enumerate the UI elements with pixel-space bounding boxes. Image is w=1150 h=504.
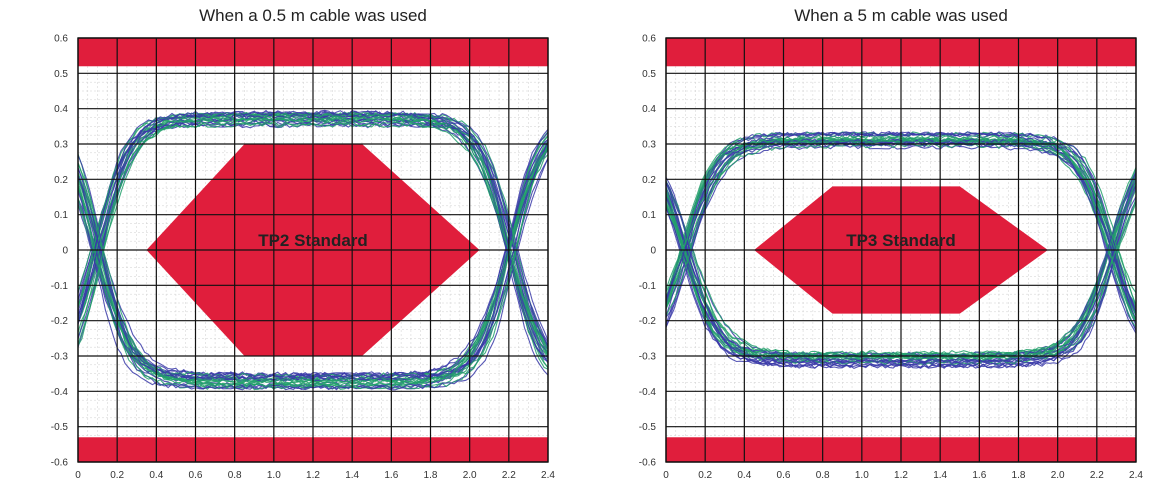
x-tick-label: 1.6 bbox=[384, 470, 398, 481]
y-tick-label: 0 bbox=[62, 246, 68, 257]
y-tick-label: -0.1 bbox=[51, 281, 69, 292]
y-tick-label: 0.3 bbox=[54, 140, 68, 151]
y-tick-label: -0.5 bbox=[639, 422, 657, 433]
x-tick-label: 0.4 bbox=[149, 470, 163, 481]
y-tick-label: 0.5 bbox=[54, 69, 68, 80]
chart-title: When a 0.5 m cable was used bbox=[199, 6, 427, 25]
x-tick-label: 0.4 bbox=[737, 470, 751, 481]
y-tick-label: -0.6 bbox=[639, 458, 657, 469]
x-tick-label: 1.0 bbox=[855, 470, 869, 481]
y-tick-label: 0.6 bbox=[54, 34, 68, 45]
x-tick-label: 1.6 bbox=[972, 470, 986, 481]
x-tick-label: 1.4 bbox=[345, 470, 359, 481]
mask-label: TP2 Standard bbox=[258, 231, 368, 250]
y-tick-label: 0.4 bbox=[54, 104, 68, 115]
x-tick-label: 0.2 bbox=[698, 470, 712, 481]
plot-border bbox=[77, 37, 549, 463]
y-tick-label: 0 bbox=[650, 246, 656, 257]
x-tick-label: 2.0 bbox=[1051, 470, 1065, 481]
y-tick-label: 0.2 bbox=[642, 175, 656, 186]
x-tick-label: 0.2 bbox=[110, 470, 124, 481]
y-tick-label: -0.4 bbox=[639, 387, 657, 398]
x-tick-label: 2.4 bbox=[541, 470, 555, 481]
x-tick-label: 0.6 bbox=[189, 470, 203, 481]
y-tick-label: 0.2 bbox=[54, 175, 68, 186]
x-tick-label: 0 bbox=[75, 470, 81, 481]
eye-diagram-chart: TP3 Standard 0.6 0.5 0.4 0.3 0.2 0.1 0 -0.1 -0.2 -… bbox=[639, 34, 1144, 482]
plot-border bbox=[665, 37, 1137, 463]
y-tick-label: 0.1 bbox=[642, 210, 656, 221]
y-tick-label: 0.3 bbox=[642, 140, 656, 151]
y-tick-label: -0.3 bbox=[639, 352, 657, 363]
x-tick-label: 2.2 bbox=[502, 470, 516, 481]
x-tick-label: 1.0 bbox=[267, 470, 281, 481]
y-tick-label: -0.1 bbox=[639, 281, 657, 292]
y-tick-label: -0.3 bbox=[51, 352, 69, 363]
y-tick-label: -0.5 bbox=[51, 422, 69, 433]
x-tick-label: 1.2 bbox=[306, 470, 320, 481]
y-tick-label: 0.4 bbox=[642, 104, 656, 115]
x-tick-label: 0.8 bbox=[228, 470, 242, 481]
x-tick-label: 1.2 bbox=[894, 470, 908, 481]
eye-diagram-panel-0.5m: When a 0.5 m cable was used TP2 Standard… bbox=[0, 0, 560, 504]
chart-title: When a 5 m cable was used bbox=[794, 6, 1008, 25]
eye-diagram-chart: TP2 Standard 0.6 0.5 0.4 0.3 0.2 0.1 0 -0.1 -0.2 -… bbox=[51, 34, 556, 482]
y-tick-label: -0.4 bbox=[51, 387, 69, 398]
eye-diagram-panel-5m: When a 5 m cable was used TP3 Standard 0.… bbox=[588, 0, 1148, 504]
x-tick-label: 1.4 bbox=[933, 470, 947, 481]
x-tick-label: 2.4 bbox=[1129, 470, 1143, 481]
mask-label: TP3 Standard bbox=[846, 231, 956, 250]
y-tick-label: 0.6 bbox=[642, 34, 656, 45]
x-tick-label: 1.8 bbox=[424, 470, 438, 481]
y-tick-label: -0.2 bbox=[51, 316, 69, 327]
y-tick-label: -0.2 bbox=[639, 316, 657, 327]
y-tick-label: 0.5 bbox=[642, 69, 656, 80]
x-tick-label: 0 bbox=[663, 470, 669, 481]
x-tick-label: 1.8 bbox=[1012, 470, 1026, 481]
x-tick-label: 2.0 bbox=[463, 470, 477, 481]
y-tick-label: -0.6 bbox=[51, 458, 69, 469]
y-tick-label: 0.1 bbox=[54, 210, 68, 221]
x-tick-label: 2.2 bbox=[1090, 470, 1104, 481]
x-tick-label: 0.6 bbox=[777, 470, 791, 481]
x-tick-label: 0.8 bbox=[816, 470, 830, 481]
